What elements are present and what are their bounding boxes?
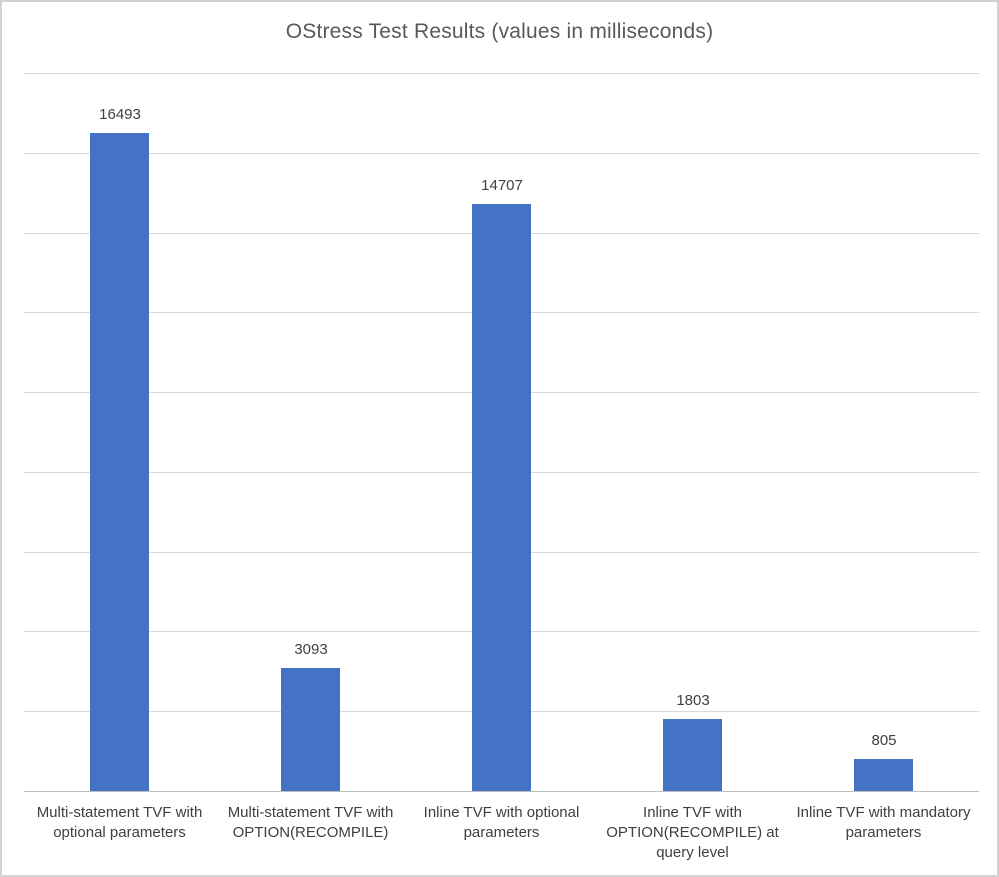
x-axis-line (24, 791, 979, 792)
data-label: 14707 (481, 177, 523, 194)
bar (854, 759, 913, 791)
data-label: 805 (871, 732, 897, 749)
gridline (24, 73, 979, 74)
data-label: 1803 (676, 692, 710, 709)
data-label: 16493 (99, 106, 141, 123)
data-label: 3093 (294, 641, 328, 658)
category-label: Multi-statement TVF with OPTION(RECOMPIL… (227, 804, 394, 841)
gridline (24, 153, 979, 154)
category-label: Inline TVF with OPTION(RECOMPILE) at que… (606, 804, 779, 861)
chart-title: OStress Test Results (values in millisec… (285, 20, 714, 43)
category-label: Multi-statement TVF with optional parame… (36, 804, 203, 841)
bar (90, 133, 149, 791)
category-label: Inline TVF with mandatory parameters (796, 804, 971, 841)
bar (472, 204, 531, 791)
bar (663, 719, 722, 791)
category-label: Inline TVF with optional parameters (423, 804, 580, 841)
bar (281, 668, 340, 791)
